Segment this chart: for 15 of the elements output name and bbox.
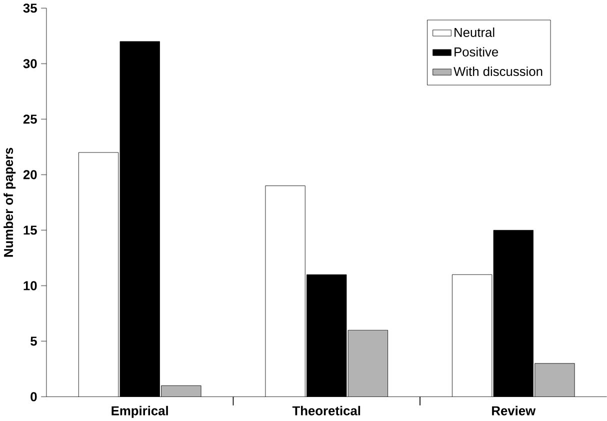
y-tick-label: 30 — [23, 58, 37, 68]
y-axis-title: Number of papers — [4, 148, 16, 256]
y-tick-label: 15 — [24, 225, 37, 234]
x-tick-label: Empirical — [112, 406, 168, 418]
legend-label: With discussion — [454, 66, 542, 76]
y-tick-label: 10 — [24, 280, 37, 290]
y-tick-label: 5 — [30, 336, 37, 346]
legend-label: Positive — [454, 46, 498, 56]
y-tick-label: 20 — [23, 170, 37, 179]
x-tick-label: Theoretical — [292, 406, 360, 416]
y-tick-label: 35 — [23, 3, 37, 12]
legend-label: Neutral — [454, 27, 494, 37]
y-tick-label: 0 — [30, 392, 37, 402]
x-tick-label: Review — [492, 406, 536, 416]
y-tick-label: 25 — [23, 114, 37, 124]
